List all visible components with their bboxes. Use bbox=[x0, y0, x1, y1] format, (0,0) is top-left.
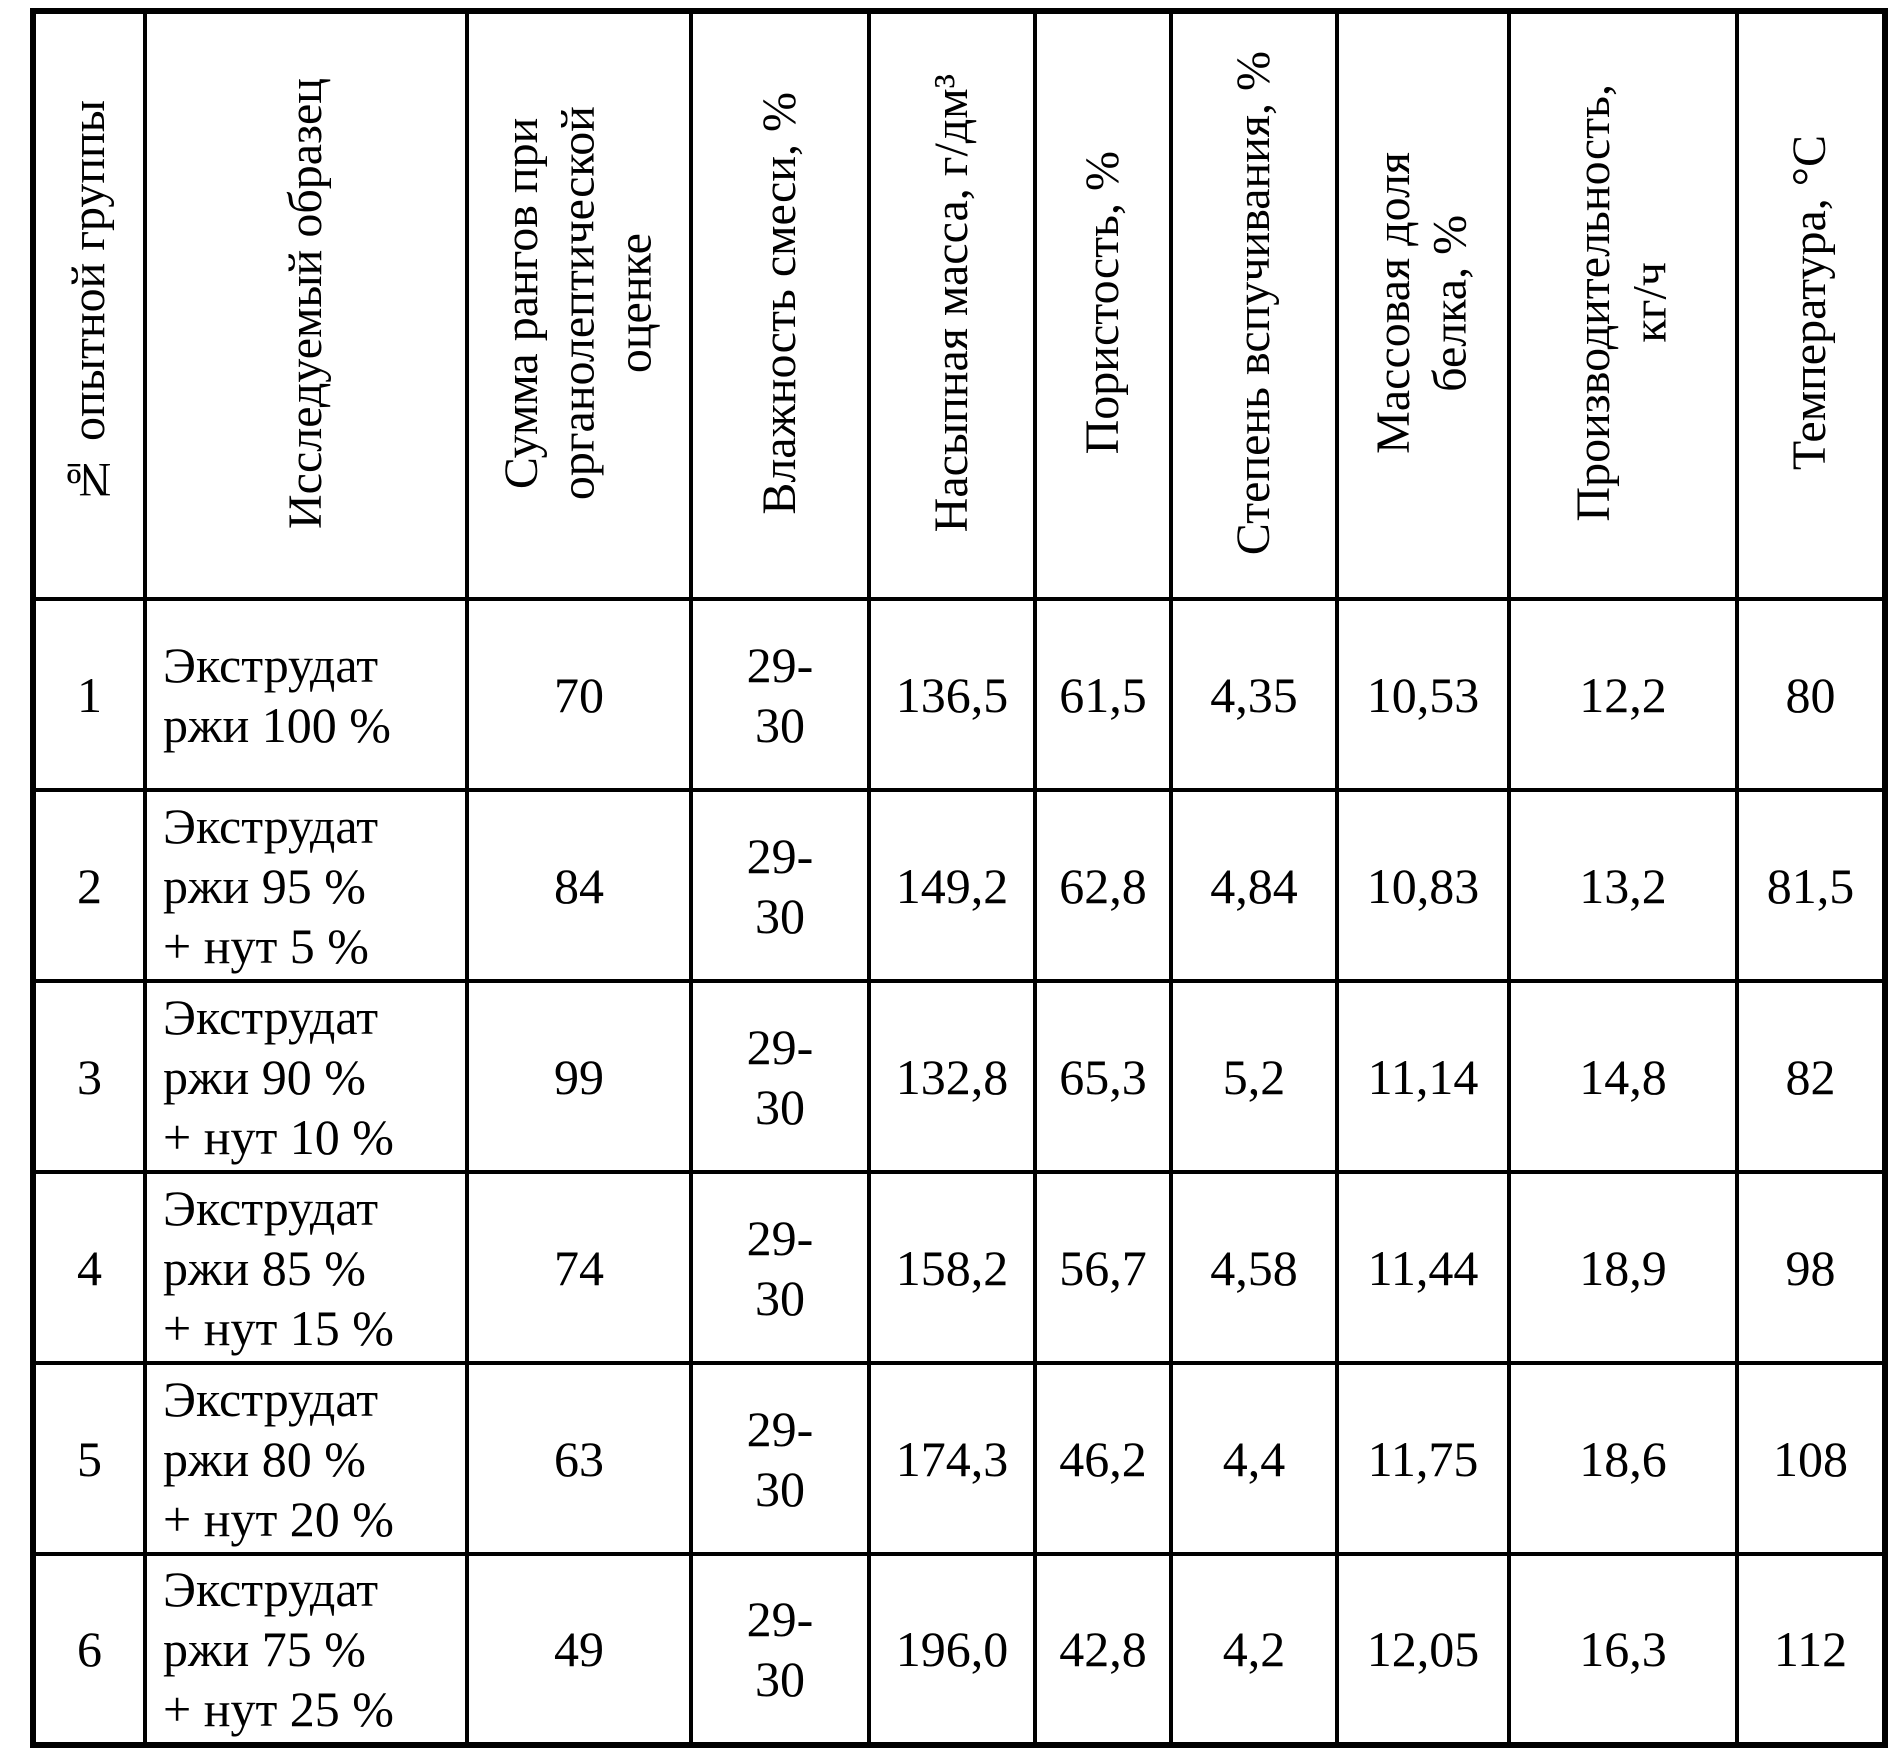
header-temperature: Температура, °С bbox=[1735, 9, 1887, 601]
header-bulk-mass: Насыпная масса, г/дм³ bbox=[867, 9, 1037, 601]
cell-bulk-mass: 174,3 bbox=[867, 1361, 1037, 1556]
header-protein-fraction: Массовая доля белка, % bbox=[1335, 9, 1511, 601]
cell-temperature: 108 bbox=[1735, 1361, 1887, 1556]
cell-rank-sum: 63 bbox=[465, 1361, 693, 1556]
cell-protein-fraction: 12,05 bbox=[1335, 1552, 1511, 1747]
cell-porosity: 42,8 bbox=[1033, 1552, 1173, 1747]
cell-rank-sum: 70 bbox=[465, 597, 693, 792]
cell-temperature: 98 bbox=[1735, 1170, 1887, 1365]
header-porosity-label: Пористость, % bbox=[1075, 151, 1129, 455]
header-group-number: № опытной группы bbox=[31, 9, 147, 601]
header-temperature-label: Температура, °С bbox=[1783, 135, 1837, 471]
cell-rank-sum: 74 bbox=[465, 1170, 693, 1365]
cell-group-number: 3 bbox=[31, 979, 147, 1174]
cell-productivity: 16,3 bbox=[1507, 1552, 1739, 1747]
cell-moisture: 29- 30 bbox=[689, 788, 871, 983]
header-swelling-degree-label: Степень вспучивания, % bbox=[1226, 50, 1280, 556]
header-sample: Исследуемый образец bbox=[143, 9, 469, 601]
cell-protein-fraction: 11,75 bbox=[1335, 1361, 1511, 1556]
cell-protein-fraction: 11,44 bbox=[1335, 1170, 1511, 1365]
table-row: 3 Экструдат ржи 90 % + нут 10 % 99 29- 3… bbox=[31, 979, 1887, 1174]
table-row: 2 Экструдат ржи 95 % + нут 5 % 84 29- 30… bbox=[31, 788, 1887, 983]
cell-porosity: 65,3 bbox=[1033, 979, 1173, 1174]
table-row: 1 Экструдат ржи 100 % 70 29- 30 136,5 61… bbox=[31, 597, 1887, 792]
cell-temperature: 80 bbox=[1735, 597, 1887, 792]
cell-swelling-degree: 5,2 bbox=[1169, 979, 1339, 1174]
cell-sample: Экструдат ржи 75 % + нут 25 % bbox=[143, 1552, 469, 1747]
header-rank-sum: Сумма рангов при органолептической оценк… bbox=[465, 9, 693, 601]
cell-porosity: 46,2 bbox=[1033, 1361, 1173, 1556]
cell-rank-sum: 84 bbox=[465, 788, 693, 983]
cell-productivity: 18,9 bbox=[1507, 1170, 1739, 1365]
cell-moisture: 29- 30 bbox=[689, 1170, 871, 1365]
results-table: № опытной группы Исследуемый образец Сум… bbox=[30, 8, 1888, 1748]
cell-porosity: 62,8 bbox=[1033, 788, 1173, 983]
header-group-number-label: № опытной группы bbox=[62, 100, 116, 506]
cell-swelling-degree: 4,4 bbox=[1169, 1361, 1339, 1556]
header-swelling-degree: Степень вспучивания, % bbox=[1169, 9, 1339, 601]
cell-bulk-mass: 149,2 bbox=[867, 788, 1037, 983]
cell-moisture: 29- 30 bbox=[689, 979, 871, 1174]
cell-rank-sum: 99 bbox=[465, 979, 693, 1174]
cell-porosity: 61,5 bbox=[1033, 597, 1173, 792]
cell-sample: Экструдат ржи 85 % + нут 15 % bbox=[143, 1170, 469, 1365]
header-sample-label: Исследуемый образец bbox=[278, 77, 332, 529]
header-protein-fraction-label: Массовая доля белка, % bbox=[1367, 152, 1477, 454]
cell-moisture: 29- 30 bbox=[689, 1552, 871, 1747]
cell-temperature: 81,5 bbox=[1735, 788, 1887, 983]
cell-porosity: 56,7 bbox=[1033, 1170, 1173, 1365]
cell-group-number: 4 bbox=[31, 1170, 147, 1365]
cell-protein-fraction: 10,83 bbox=[1335, 788, 1511, 983]
cell-protein-fraction: 10,53 bbox=[1335, 597, 1511, 792]
table-row: 5 Экструдат ржи 80 % + нут 20 % 63 29- 3… bbox=[31, 1361, 1887, 1556]
table-row: 6 Экструдат ржи 75 % + нут 25 % 49 29- 3… bbox=[31, 1552, 1887, 1747]
table-header-row: № опытной группы Исследуемый образец Сум… bbox=[31, 9, 1887, 601]
cell-swelling-degree: 4,84 bbox=[1169, 788, 1339, 983]
cell-temperature: 82 bbox=[1735, 979, 1887, 1174]
cell-sample: Экструдат ржи 90 % + нут 10 % bbox=[143, 979, 469, 1174]
cell-productivity: 13,2 bbox=[1507, 788, 1739, 983]
table-row: 4 Экструдат ржи 85 % + нут 15 % 74 29- 3… bbox=[31, 1170, 1887, 1365]
cell-productivity: 14,8 bbox=[1507, 979, 1739, 1174]
header-porosity: Пористость, % bbox=[1033, 9, 1173, 601]
cell-bulk-mass: 196,0 bbox=[867, 1552, 1037, 1747]
cell-group-number: 2 bbox=[31, 788, 147, 983]
cell-group-number: 1 bbox=[31, 597, 147, 792]
cell-protein-fraction: 11,14 bbox=[1335, 979, 1511, 1174]
cell-bulk-mass: 158,2 bbox=[867, 1170, 1037, 1365]
header-moisture: Влажность смеси, % bbox=[689, 9, 871, 601]
cell-productivity: 18,6 bbox=[1507, 1361, 1739, 1556]
cell-bulk-mass: 132,8 bbox=[867, 979, 1037, 1174]
header-moisture-label: Влажность смеси, % bbox=[752, 91, 806, 515]
cell-moisture: 29- 30 bbox=[689, 597, 871, 792]
header-bulk-mass-label: Насыпная масса, г/дм³ bbox=[924, 73, 978, 533]
cell-moisture: 29- 30 bbox=[689, 1361, 871, 1556]
cell-sample: Экструдат ржи 100 % bbox=[143, 597, 469, 792]
cell-group-number: 6 bbox=[31, 1552, 147, 1747]
cell-sample: Экструдат ржи 80 % + нут 20 % bbox=[143, 1361, 469, 1556]
header-rank-sum-label: Сумма рангов при органолептической оценк… bbox=[495, 105, 662, 501]
header-productivity: Производительность, кг/ч bbox=[1507, 9, 1739, 601]
cell-temperature: 112 bbox=[1735, 1552, 1887, 1747]
cell-productivity: 12,2 bbox=[1507, 597, 1739, 792]
cell-swelling-degree: 4,58 bbox=[1169, 1170, 1339, 1365]
cell-group-number: 5 bbox=[31, 1361, 147, 1556]
cell-bulk-mass: 136,5 bbox=[867, 597, 1037, 792]
header-productivity-label: Производительность, кг/ч bbox=[1567, 84, 1677, 522]
cell-swelling-degree: 4,35 bbox=[1169, 597, 1339, 792]
cell-rank-sum: 49 bbox=[465, 1552, 693, 1747]
cell-swelling-degree: 4,2 bbox=[1169, 1552, 1339, 1747]
cell-sample: Экструдат ржи 95 % + нут 5 % bbox=[143, 788, 469, 983]
